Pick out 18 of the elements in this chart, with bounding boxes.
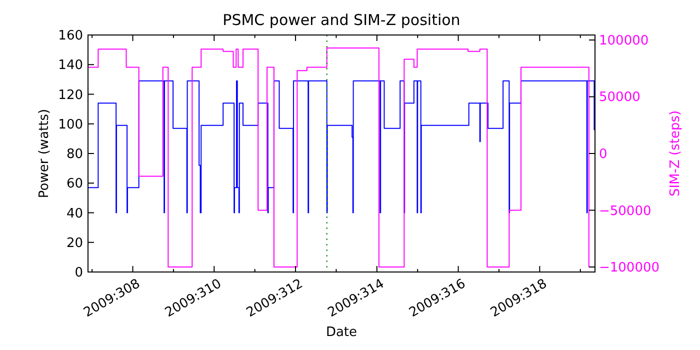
chart-title: PSMC power and SIM-Z position <box>222 11 460 29</box>
y2-tick-label: −100000 <box>599 260 660 276</box>
y2-axis-title: SIM-Z (steps) <box>668 110 683 197</box>
y-tick-label: 120 <box>58 88 83 103</box>
y-tick-label: 80 <box>66 147 83 162</box>
y-axis-title: Power (watts) <box>37 108 52 198</box>
y-tick-label: 100 <box>58 117 83 132</box>
y-tick-label: 20 <box>66 236 83 251</box>
y-tick-label: 60 <box>66 176 83 192</box>
y-tick-label: 140 <box>58 58 83 74</box>
y2-tick-label: 50000 <box>599 90 640 106</box>
y-tick-label: 40 <box>66 206 83 222</box>
y2-tick-label: 0 <box>599 147 608 162</box>
y2-tick-label: 100000 <box>599 33 649 48</box>
y-tick-label: 0 <box>74 266 83 280</box>
y-tick-label: 160 <box>58 28 83 44</box>
y2-tick-label: −50000 <box>599 204 652 219</box>
x-axis-title: Date <box>326 325 358 340</box>
